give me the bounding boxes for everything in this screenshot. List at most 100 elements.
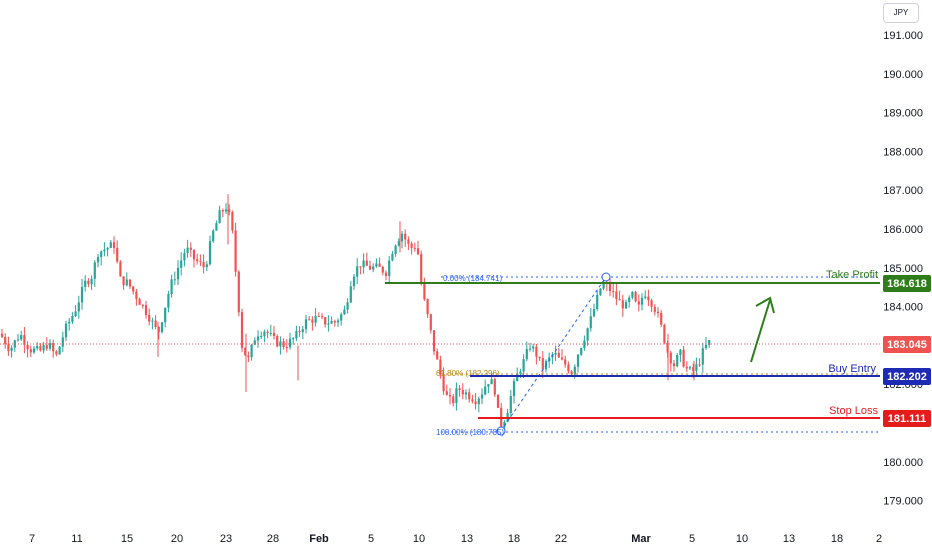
x-tick-label: 5: [689, 533, 695, 545]
candle-body: [525, 349, 528, 360]
candle-body: [138, 298, 141, 305]
candle-body: [474, 401, 477, 405]
candle-body: [253, 340, 256, 345]
x-tick-label: 15: [121, 533, 133, 545]
candle-body: [612, 291, 615, 293]
x-tick-label: 18: [831, 533, 843, 545]
candle-body: [234, 230, 237, 272]
candle-body: [436, 351, 439, 360]
candle-body: [80, 286, 84, 303]
candle-body: [480, 394, 484, 399]
fib-anchor-bottom: [496, 426, 506, 436]
candle-body: [186, 247, 189, 254]
candle-body: [0, 333, 4, 337]
candle-body: [106, 247, 109, 250]
candle-body: [228, 209, 231, 213]
candle-body: [170, 279, 173, 294]
candle-body: [477, 398, 480, 405]
candle-body: [372, 266, 375, 270]
candle-body: [493, 379, 496, 395]
candle-body: [567, 364, 570, 372]
stop-loss-badge: [883, 410, 931, 427]
candle-body: [298, 330, 301, 333]
candle-body: [282, 341, 285, 348]
candle-body: [324, 317, 327, 325]
take-profit-label: Take Profit: [826, 269, 878, 281]
candle-body: [471, 399, 474, 402]
candle-body: [704, 344, 708, 349]
candle-body: [100, 251, 103, 258]
candle-body: [224, 209, 228, 212]
candle-body: [423, 283, 426, 300]
candle-body: [340, 314, 343, 321]
candle-body: [157, 326, 160, 333]
candle-body: [592, 309, 596, 317]
candle-body: [23, 335, 26, 345]
candle-body: [240, 312, 244, 348]
candle-body: [442, 374, 445, 392]
candle-body: [420, 254, 423, 284]
candle-body: [464, 392, 468, 395]
candle-body: [608, 283, 612, 292]
candle-body: [631, 291, 634, 298]
candle-body: [320, 316, 324, 318]
candle-body: [695, 364, 698, 371]
candle-body: [343, 309, 346, 315]
candle-body: [429, 314, 432, 331]
candle-body: [404, 233, 407, 240]
y-tick-label: 185.000: [883, 263, 923, 275]
x-tick-label: 18: [508, 533, 520, 545]
stop-loss-label: Stop Loss: [829, 405, 878, 417]
candle-body: [509, 395, 512, 413]
candle-body: [708, 340, 711, 345]
candle-body: [698, 364, 701, 366]
candle-body: [77, 302, 80, 312]
y-tick-label: 179.000: [883, 496, 923, 508]
candle-body: [135, 291, 138, 299]
candle-body: [490, 379, 493, 385]
candle-body: [672, 363, 676, 367]
candle-body: [128, 279, 132, 287]
candle-body: [599, 288, 602, 295]
svg-text:181.111: 181.111: [888, 413, 927, 425]
candle-body: [650, 300, 653, 307]
candle-body: [503, 422, 506, 428]
candle-body: [61, 337, 64, 347]
candle-body: [432, 330, 436, 352]
candle-body: [276, 336, 279, 347]
candle-body: [378, 263, 381, 267]
y-tick-label: 186.000: [883, 224, 923, 236]
candle-body: [688, 367, 692, 369]
candle-body: [164, 307, 167, 323]
candle-body: [445, 391, 448, 395]
time-axis[interactable]: 7 11 15 20 23 28 Feb 5 10 13 18 22 Mar 5 10 13 18 2: [29, 533, 882, 545]
candle-body: [589, 316, 592, 329]
candle-body: [618, 299, 621, 301]
candle-body: [125, 279, 128, 286]
candle-body: [391, 253, 394, 261]
candle-body: [407, 239, 410, 244]
candle-body: [221, 210, 224, 212]
fib-trend-line: [500, 276, 607, 432]
candle-body: [388, 260, 391, 276]
candle-body: [564, 359, 567, 365]
price-axis[interactable]: 191.000 190.000 189.000 188.000 187.000 186.0…: [883, 30, 923, 508]
x-tick-label: 10: [736, 533, 748, 545]
candle-body: [314, 316, 317, 323]
candle-body: [180, 260, 183, 268]
candle-body: [90, 278, 93, 285]
price-badges: 184.618 183.045 182.202 181.111: [883, 275, 931, 427]
candle-body: [468, 392, 471, 400]
currency-badge[interactable]: JPY: [883, 3, 919, 23]
x-tick-label: Feb: [309, 533, 329, 545]
fib-label-mid: 61.80% (182.296): [436, 369, 500, 378]
candle-body: [624, 301, 628, 309]
candle-body: [586, 328, 589, 341]
candle-body: [496, 394, 500, 408]
candle-body: [301, 329, 304, 333]
candle-body: [71, 316, 74, 322]
candle-body: [74, 311, 77, 317]
svg-text:184.618: 184.618: [887, 278, 927, 290]
candle-body: [660, 313, 663, 325]
